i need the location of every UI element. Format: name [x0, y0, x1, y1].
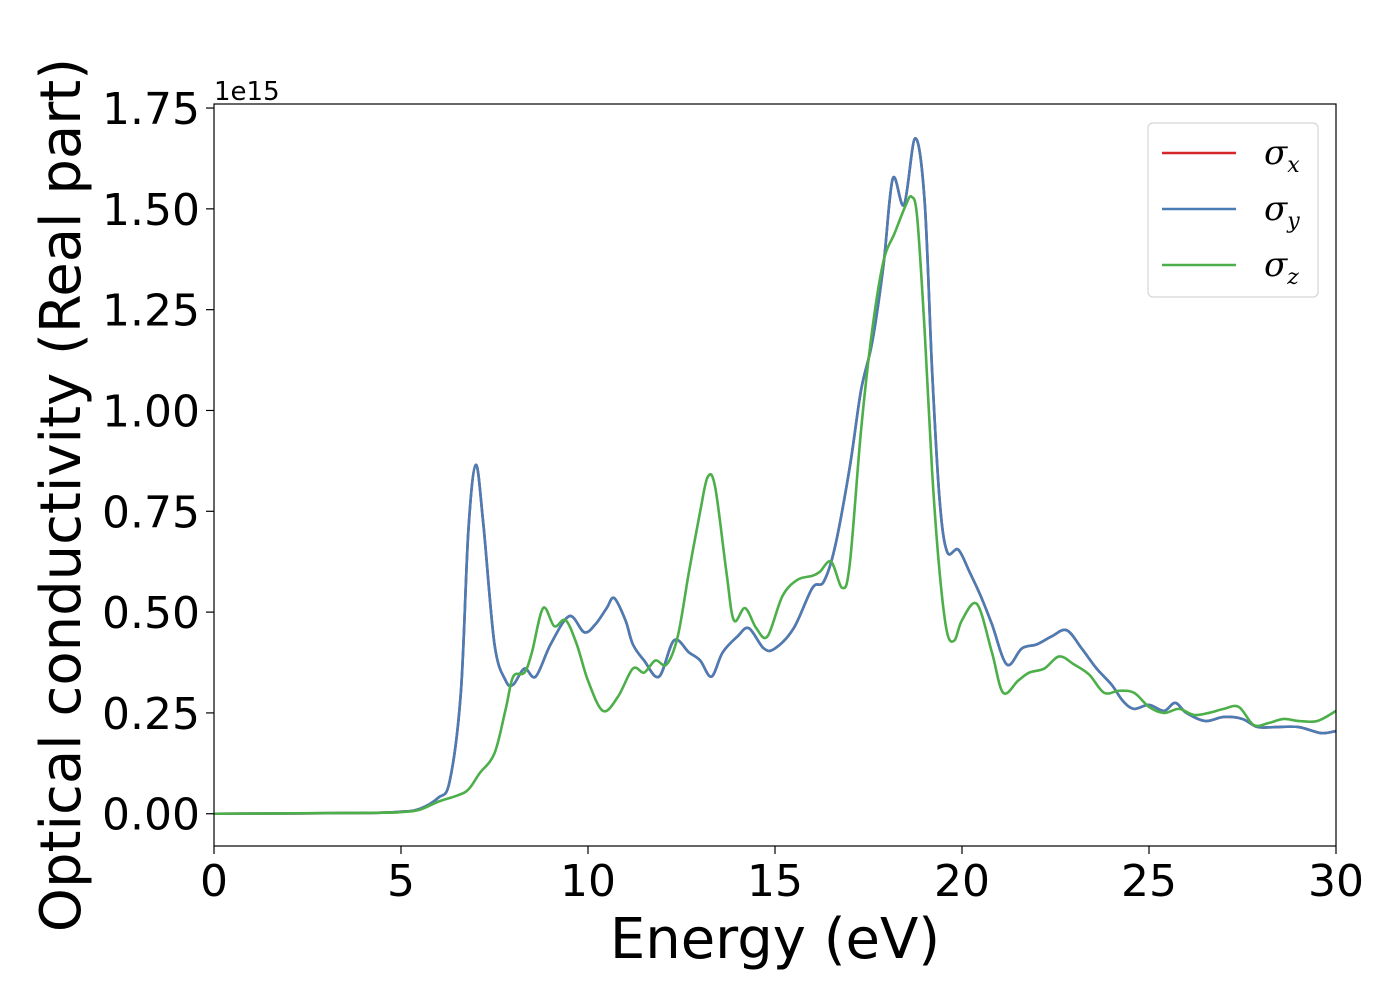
- legend-label-x: σx: [1264, 133, 1300, 178]
- series-layer: [214, 136, 1336, 816]
- x-axis: 0 5 10 15 20 25 30: [200, 846, 1364, 907]
- x-axis-title: Energy (eV): [610, 907, 940, 972]
- y-tick-label: 1.75: [102, 84, 200, 135]
- legend-label-subscript: x: [1287, 153, 1300, 178]
- series-line-z: [214, 194, 1336, 816]
- legend-label-z: σz: [1264, 245, 1299, 290]
- x-tick-label: 10: [560, 856, 616, 907]
- y-axis: 0.00 0.25 0.50 0.75 1.00 1.25 1.50 1.75: [102, 84, 214, 841]
- y-axis-title: Optical conductivity (Real part): [29, 58, 94, 932]
- y-tick-label: 0.00: [102, 790, 200, 841]
- y-tick-label: 0.50: [102, 588, 200, 639]
- series-line-y: [214, 136, 1336, 816]
- legend-label-y: σy: [1264, 189, 1300, 234]
- legend-label-subscript: z: [1286, 265, 1299, 290]
- x-tick-label: 30: [1308, 856, 1364, 907]
- legend-label-symbol: σ: [1264, 245, 1288, 285]
- legend-label-subscript: y: [1286, 209, 1300, 234]
- y-offset-label: 1e15: [214, 77, 280, 107]
- y-tick-label: 1.50: [102, 185, 200, 236]
- y-tick-label: 0.75: [102, 487, 200, 538]
- x-tick-label: 15: [747, 856, 803, 907]
- legend-label-symbol: σ: [1264, 133, 1288, 173]
- x-tick-label: 0: [200, 856, 228, 907]
- y-tick-label: 1.25: [102, 286, 200, 337]
- y-tick-label: 0.25: [102, 689, 200, 740]
- x-tick-label: 25: [1121, 856, 1177, 907]
- y-tick-label: 1.00: [102, 386, 200, 437]
- x-tick-label: 20: [934, 856, 990, 907]
- legend-label-symbol: σ: [1264, 189, 1288, 229]
- x-tick-label: 5: [387, 856, 415, 907]
